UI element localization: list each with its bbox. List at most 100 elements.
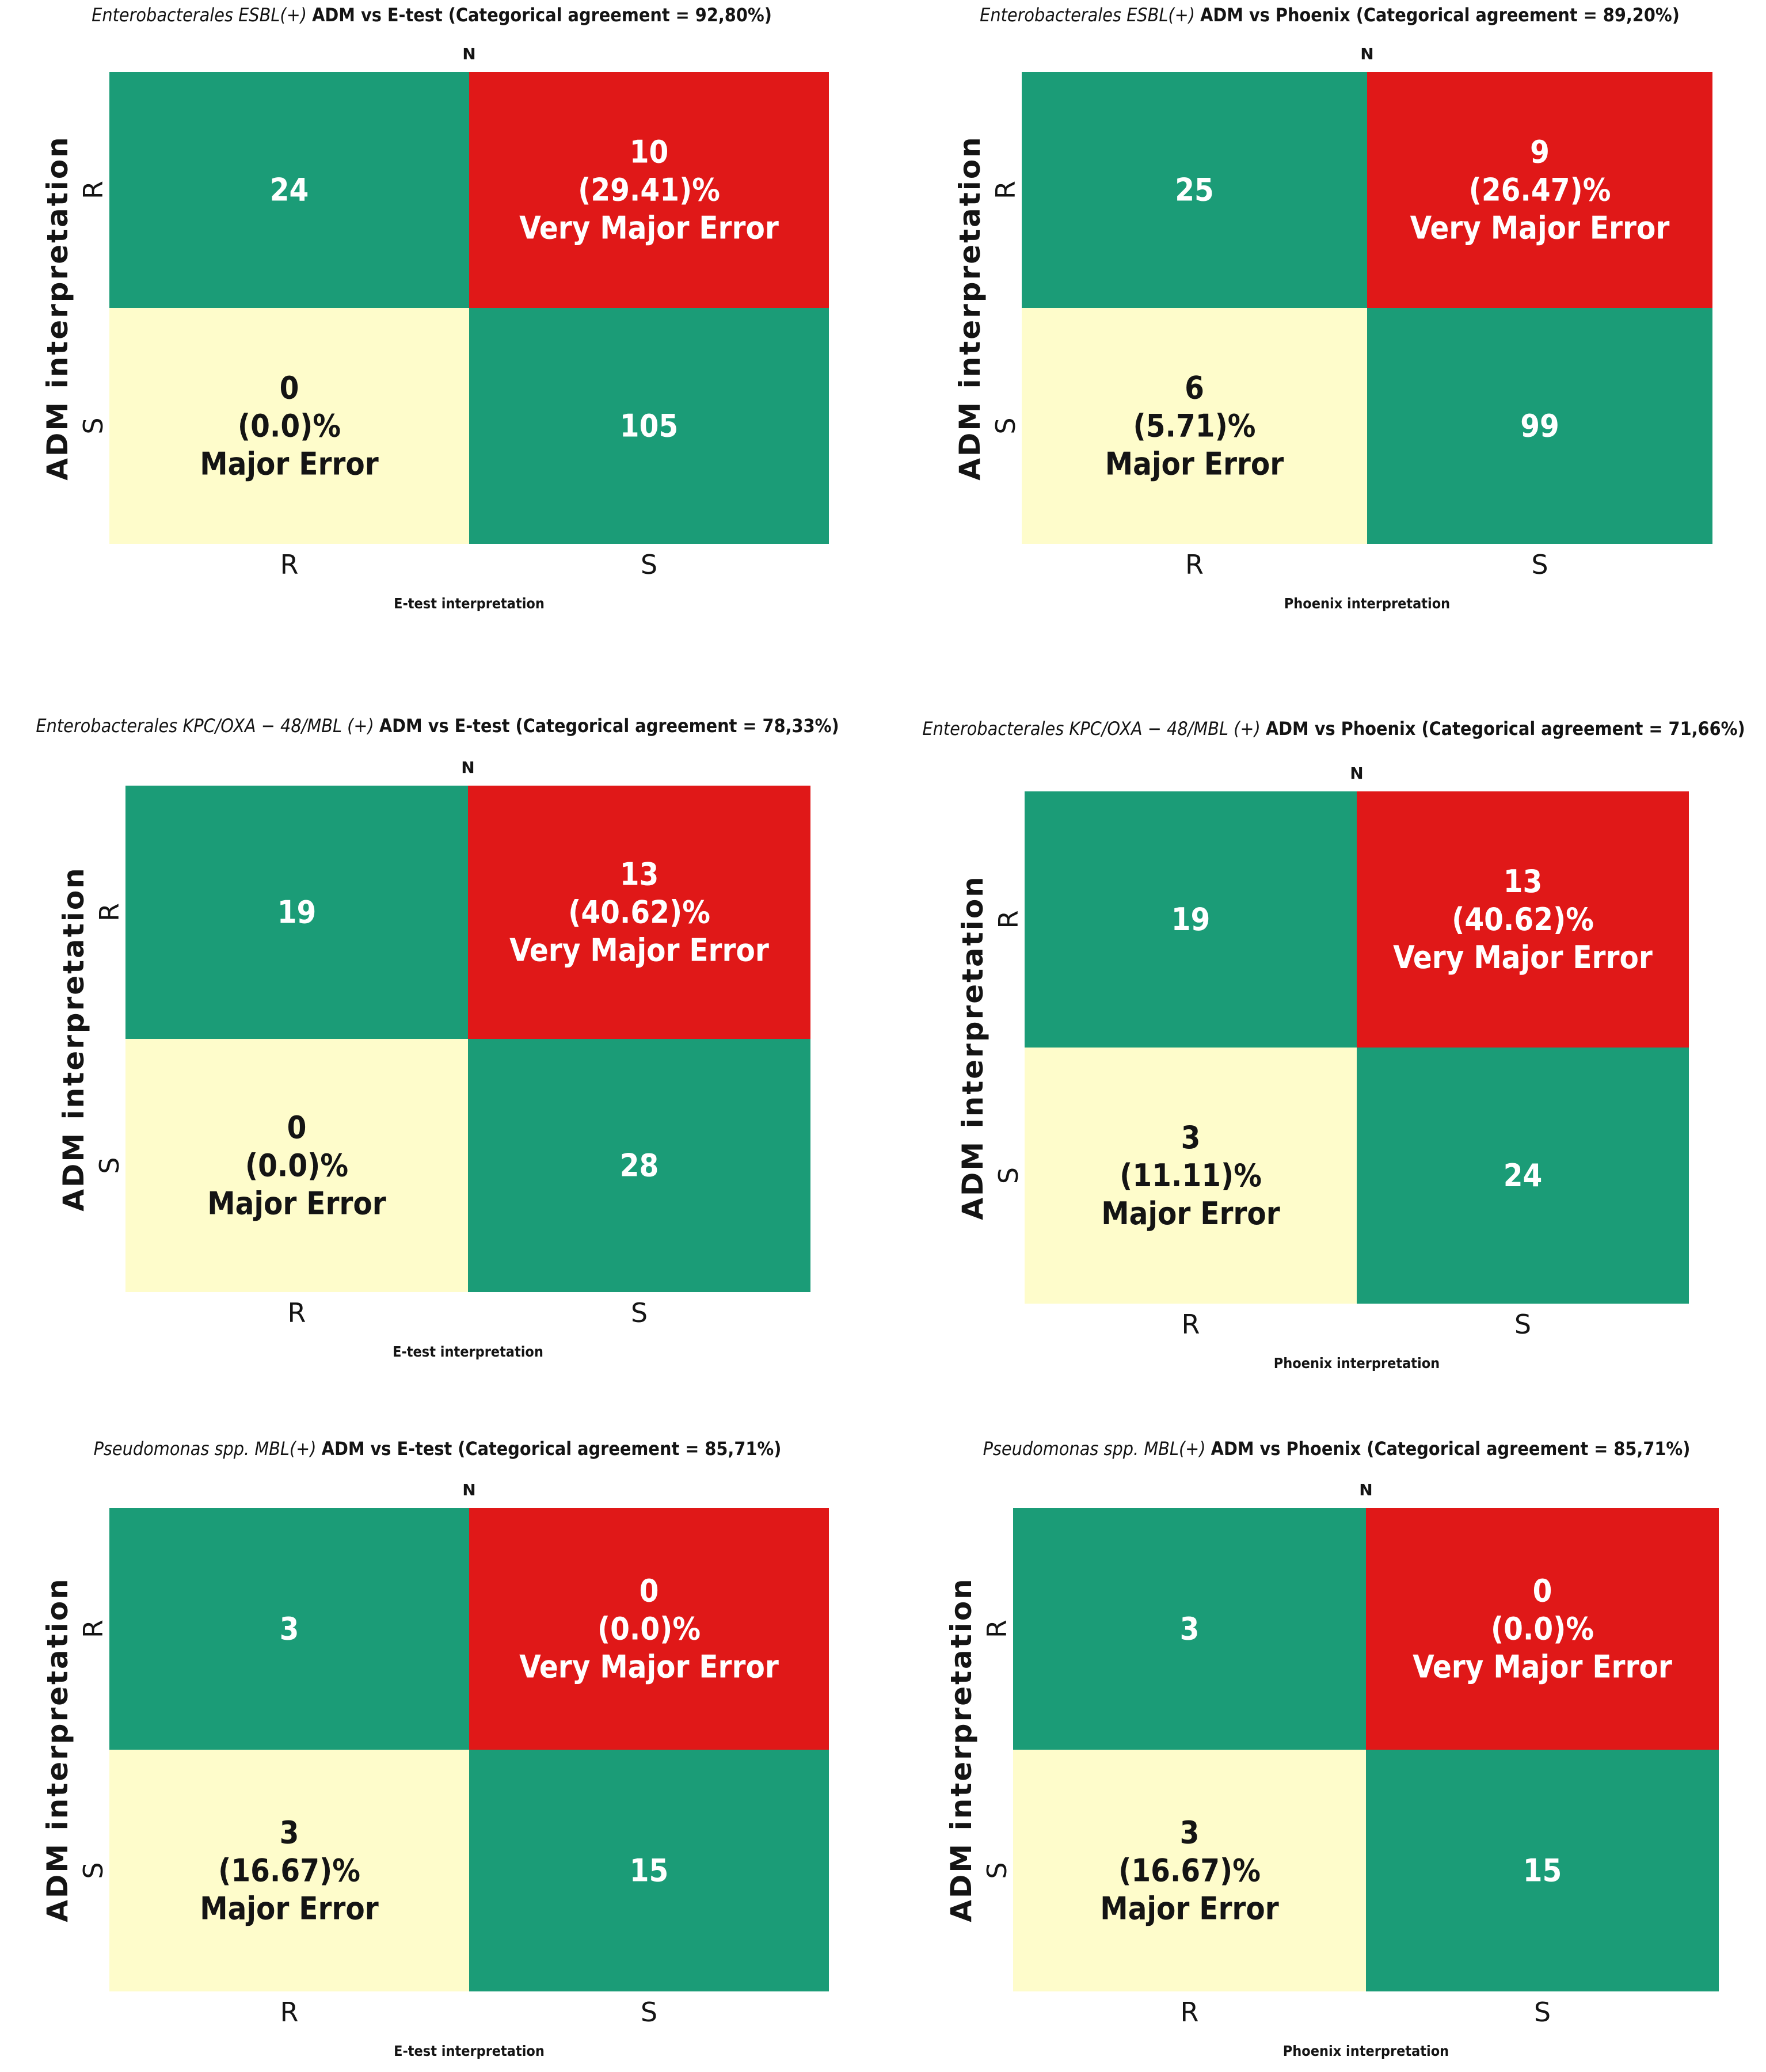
cell-value: 0 bbox=[287, 1110, 307, 1146]
cell-agree bbox=[469, 308, 829, 544]
row-tick-label: S bbox=[78, 1862, 109, 1879]
top-label: N bbox=[462, 44, 475, 63]
cell-value: 15 bbox=[630, 1853, 669, 1889]
row-tick-label: R bbox=[78, 181, 109, 199]
heatmap-panel-6: Pseudomonas spp. MBL(+) ADM vs Phoenix (… bbox=[945, 1438, 1719, 2059]
cell-percent: (11.11)% bbox=[1120, 1157, 1262, 1194]
chart-title-organism: Enterobacterales ESBL(+) bbox=[980, 4, 1200, 26]
cell-percent: (40.62)% bbox=[1452, 901, 1594, 938]
cell-value: 15 bbox=[1523, 1853, 1562, 1889]
cell-major-error bbox=[1022, 308, 1367, 544]
cell-very-major-error bbox=[469, 72, 829, 308]
cell-value: 0 bbox=[640, 1573, 659, 1609]
cell-percent: (40.62)% bbox=[568, 894, 710, 931]
chart-title-comparison: ADM vs E-test (Categorical agreement = 9… bbox=[312, 4, 772, 26]
x-axis-label: Phoenix interpretation bbox=[1283, 2043, 1449, 2059]
top-label: N bbox=[462, 1480, 475, 1499]
cell-major-error bbox=[1013, 1750, 1366, 1991]
x-axis-label: E-test interpretation bbox=[394, 595, 545, 612]
col-tick-label: S bbox=[641, 1997, 657, 2028]
row-tick-label: S bbox=[981, 1862, 1013, 1879]
cell-value: 25 bbox=[1175, 172, 1214, 208]
cell-percent: (5.71)% bbox=[1133, 408, 1256, 444]
col-tick-label: S bbox=[1514, 1309, 1531, 1340]
cell-value: 13 bbox=[1504, 863, 1543, 900]
chart-title-comparison: ADM vs E-test (Categorical agreement = 7… bbox=[379, 715, 839, 737]
cell-percent: (0.0)% bbox=[238, 408, 341, 444]
cell-very-major-error bbox=[469, 1508, 829, 1750]
cell-agree bbox=[109, 72, 469, 308]
cell-agree bbox=[109, 1508, 469, 1750]
col-tick-label: R bbox=[1182, 1309, 1200, 1340]
cell-error-label: Very Major Error bbox=[1410, 210, 1670, 246]
row-tick-label: R bbox=[990, 181, 1021, 199]
cell-error-label: Major Error bbox=[200, 1891, 379, 1927]
cell-value: 99 bbox=[1520, 408, 1559, 444]
cell-error-label: Major Error bbox=[1101, 1195, 1280, 1232]
heatmap-panel-5: Pseudomonas spp. MBL(+) ADM vs E-test (C… bbox=[41, 1438, 829, 2059]
cell-error-label: Very Major Error bbox=[519, 1649, 779, 1685]
cell-error-label: Very Major Error bbox=[509, 932, 769, 969]
cell-value: 6 bbox=[1185, 370, 1204, 406]
top-label: N bbox=[1360, 44, 1373, 63]
chart-title-organism: Enterobacterales KPC/OXA − 48/MBL (+) bbox=[36, 715, 379, 737]
cell-value: 0 bbox=[1533, 1573, 1552, 1609]
cell-value: 9 bbox=[1530, 134, 1550, 170]
cell-value: 3 bbox=[1180, 1611, 1200, 1647]
x-axis-label: Phoenix interpretation bbox=[1274, 1355, 1440, 1372]
cell-percent: (0.0)% bbox=[597, 1611, 701, 1647]
cell-percent: (0.0)% bbox=[245, 1148, 348, 1184]
cell-value: 24 bbox=[270, 172, 309, 208]
top-label: N bbox=[461, 758, 474, 777]
row-tick-label: S bbox=[990, 417, 1021, 434]
cell-agree bbox=[469, 1750, 829, 1991]
cell-value: 13 bbox=[620, 856, 659, 893]
y-axis-label: ADM interpretation bbox=[956, 875, 989, 1220]
cell-value: 19 bbox=[277, 894, 317, 931]
heatmap-panel-2: Enterobacterales ESBL(+) ADM vs Phoenix … bbox=[953, 4, 1712, 612]
heatmap-panel-4: Enterobacterales KPC/OXA − 48/MBL (+) AD… bbox=[922, 718, 1745, 1372]
cell-error-label: Very Major Error bbox=[1393, 939, 1653, 976]
cell-value: 3 bbox=[1180, 1815, 1200, 1851]
chart-title-organism: Enterobacterales ESBL(+) bbox=[92, 4, 312, 26]
cell-major-error bbox=[125, 1039, 468, 1292]
x-axis-label: Phoenix interpretation bbox=[1284, 595, 1450, 612]
col-tick-label: R bbox=[1185, 549, 1204, 580]
cell-very-major-error bbox=[468, 786, 810, 1039]
col-tick-label: R bbox=[280, 549, 299, 580]
chart-title-comparison: ADM vs Phoenix (Categorical agreement = … bbox=[1211, 1438, 1691, 1460]
row-tick-label: S bbox=[993, 1167, 1024, 1184]
top-label: N bbox=[1350, 764, 1363, 783]
cell-value: 105 bbox=[620, 408, 678, 444]
cell-value: 3 bbox=[280, 1815, 299, 1851]
cell-agree bbox=[1367, 308, 1712, 544]
top-label: N bbox=[1359, 1480, 1372, 1499]
cell-very-major-error bbox=[1357, 791, 1689, 1048]
row-tick-label: R bbox=[94, 903, 125, 921]
y-axis-label: ADM interpretation bbox=[953, 135, 987, 481]
col-tick-label: R bbox=[288, 1297, 306, 1328]
row-tick-label: S bbox=[78, 417, 109, 434]
cell-agree bbox=[1013, 1508, 1366, 1750]
cell-major-error bbox=[109, 308, 469, 544]
cell-agree bbox=[1366, 1750, 1719, 1991]
cell-value: 3 bbox=[1181, 1119, 1201, 1156]
heatmap-panel-1: Enterobacterales ESBL(+) ADM vs E-test (… bbox=[41, 4, 829, 612]
cell-value: 19 bbox=[1171, 901, 1211, 938]
cell-percent: (16.67)% bbox=[1118, 1853, 1261, 1889]
chart-title-comparison: ADM vs Phoenix (Categorical agreement = … bbox=[1266, 718, 1745, 740]
y-axis-label: ADM interpretation bbox=[945, 1577, 978, 1922]
cell-percent: (26.47)% bbox=[1469, 172, 1611, 208]
cell-major-error bbox=[1025, 1048, 1357, 1304]
y-axis-label: ADM interpretation bbox=[41, 1577, 74, 1922]
row-tick-label: R bbox=[981, 1620, 1013, 1638]
chart-title: Enterobacterales KPC/OXA − 48/MBL (+) AD… bbox=[922, 718, 1745, 740]
chart-title-organism: Pseudomonas spp. MBL(+) bbox=[94, 1438, 322, 1460]
cell-value: 3 bbox=[280, 1611, 299, 1647]
chart-title: Enterobacterales KPC/OXA − 48/MBL (+) AD… bbox=[36, 715, 839, 737]
cell-very-major-error bbox=[1366, 1508, 1719, 1750]
cell-value: 10 bbox=[630, 134, 669, 170]
col-tick-label: S bbox=[1531, 549, 1548, 580]
row-tick-label: R bbox=[993, 911, 1024, 929]
cell-agree bbox=[468, 1039, 810, 1292]
